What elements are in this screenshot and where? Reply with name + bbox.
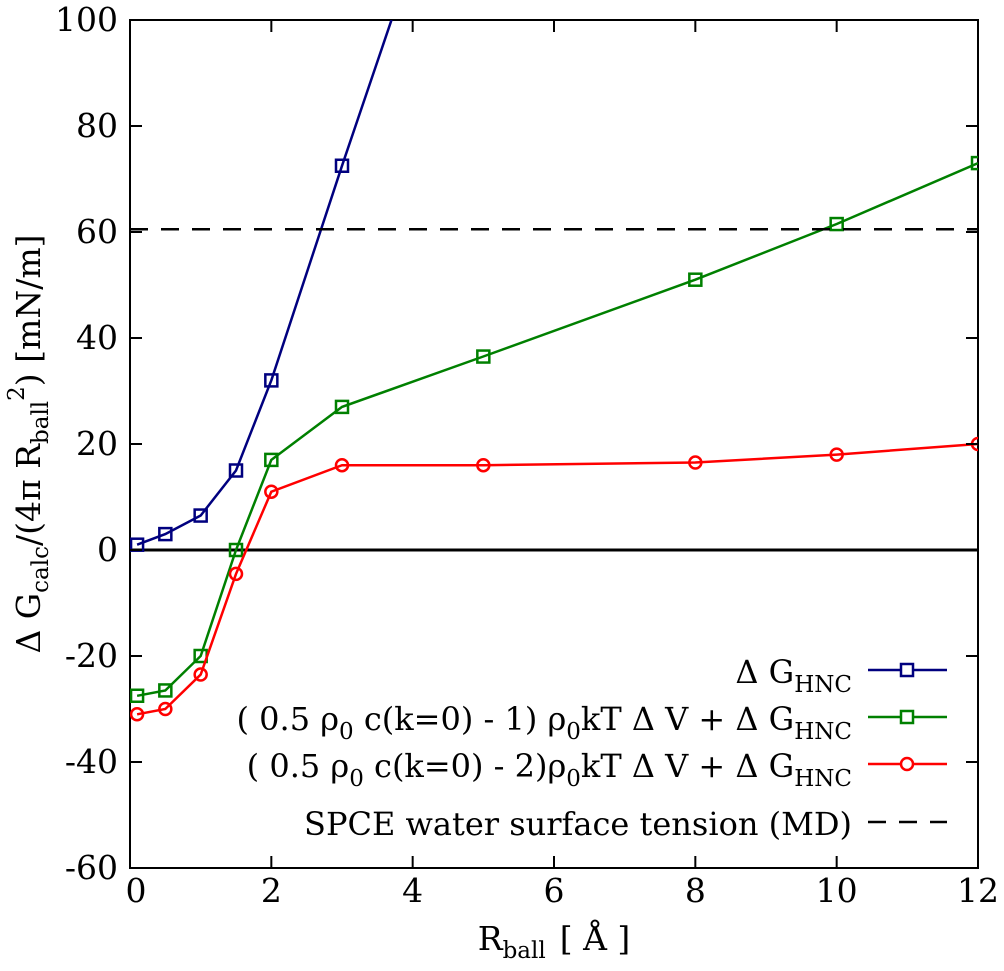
data-point-marker	[130, 707, 145, 722]
data-point-marker	[688, 455, 703, 470]
y-tick-label: 40	[76, 318, 118, 357]
legend-sample-marker	[899, 662, 915, 678]
series-line-2	[136, 442, 978, 716]
legend-sample-marker	[899, 756, 915, 772]
x-tick-label: 8	[685, 871, 706, 910]
data-point-marker	[228, 463, 244, 478]
legend-subscript: 0	[349, 766, 364, 792]
legend-entry-spce: SPCE water surface tension (MD)	[304, 805, 852, 843]
legend-subscript: 0	[339, 719, 354, 745]
y-axis-title-sup: 2	[4, 386, 30, 401]
data-point-marker	[158, 701, 173, 717]
x-axis-title-unit: [ Å ]	[560, 918, 631, 958]
x-tick-label: 4	[402, 871, 423, 910]
data-point-marker	[193, 508, 208, 523]
y-tick-label: -60	[65, 848, 118, 887]
data-point-marker	[970, 155, 978, 171]
data-point-marker	[264, 452, 279, 468]
legend-label-text: c(k=0) - 1) ρ	[354, 700, 567, 738]
data-point-marker	[228, 566, 244, 582]
data-point-marker	[688, 272, 703, 287]
data-point-marker	[334, 158, 350, 173]
data-point-marker	[334, 399, 350, 415]
data-point-marker	[829, 216, 844, 232]
legend: Δ GHNC ( 0.5 ρ0 c(k=0) - 1) ρ0kT Δ V + Δ…	[237, 653, 947, 843]
legend-label-text: kT Δ V + Δ G	[581, 747, 794, 785]
x-tick-label: 10	[816, 871, 858, 910]
series-2	[130, 436, 978, 722]
y-tick-label: 80	[76, 106, 118, 145]
series-line-1	[136, 161, 978, 698]
y-axis-title: Δ Gcalc/(4π Rball2) [mN/m]	[4, 234, 54, 653]
y-tick-label: 60	[76, 212, 118, 251]
y-axis-title-delta: Δ G	[9, 593, 48, 654]
series-1	[130, 155, 978, 703]
data-point-marker	[264, 484, 279, 499]
y-tick-label: 0	[97, 530, 118, 569]
series-layer	[130, 20, 978, 722]
legend-label-text: c(k=0) - 2)ρ	[364, 747, 566, 785]
y-axis-title-ball: ball	[28, 401, 54, 444]
data-point-marker	[193, 667, 208, 682]
legend-sample-marker	[899, 709, 915, 725]
legend-subscript: HNC	[794, 672, 852, 698]
x-tick-label: 12	[957, 871, 999, 910]
series-0	[130, 20, 393, 552]
legend-label-text: ( 0.5 ρ	[237, 700, 340, 738]
data-point-marker	[476, 349, 491, 364]
data-point-marker	[158, 526, 173, 542]
data-point-marker	[130, 688, 145, 703]
data-point-marker	[476, 457, 491, 473]
legend-subscript: HNC	[794, 719, 852, 745]
y-tick-label: -20	[65, 636, 118, 675]
data-point-marker	[264, 373, 279, 388]
legend-samples	[868, 662, 947, 824]
legend-label-text: SPCE water surface tension (MD)	[304, 805, 852, 843]
y-axis-title-tail: ) [mN/m]	[9, 234, 48, 386]
legend-subscript: HNC	[794, 766, 852, 792]
svg-text:Δ Gcalc/(4π Rball2) [mN/m]: Δ Gcalc/(4π Rball2) [mN/m]	[4, 234, 54, 653]
legend-entry-green: ( 0.5 ρ0 c(k=0) - 1) ρ0kT Δ V + Δ GHNC	[237, 700, 853, 745]
legend-subscript: 0	[566, 766, 581, 792]
data-point-marker	[228, 542, 244, 558]
data-point-marker	[158, 683, 173, 698]
data-point-marker	[334, 457, 350, 473]
legend-subscript: 0	[566, 719, 581, 745]
x-axis-title-sub: ball	[503, 938, 546, 964]
x-tick-label: 2	[261, 871, 282, 910]
y-axis-title-mid: /(4π R	[9, 443, 48, 546]
ticks-layer: 0 2 4 6 8 10 12 -60 -40 -20 0 20 40 60 80 100	[55, 0, 999, 910]
svg-text:Rball[ Å ]: Rball [ Å ]	[478, 918, 631, 964]
x-axis-title: Rball [ Å ]	[478, 918, 631, 964]
x-tick-label: 6	[544, 871, 565, 910]
x-axis-title-main: R	[478, 919, 504, 958]
series-line-0	[136, 20, 393, 546]
legend-label-text: kT Δ V + Δ G	[581, 700, 794, 738]
legend-label-text: ( 0.5 ρ	[247, 747, 350, 785]
y-tick-label: 20	[76, 424, 118, 463]
data-point-marker	[829, 447, 844, 462]
y-axis-title-calc: calc	[28, 546, 54, 593]
legend-entry-red: ( 0.5 ρ0 c(k=0) - 2)ρ0kT Δ V + Δ GHNC	[247, 747, 852, 792]
y-tick-label: 100	[55, 0, 118, 39]
legend-label-text: Δ G	[735, 653, 794, 691]
y-tick-label: -40	[65, 742, 118, 781]
x-tick-label: 0	[126, 871, 147, 910]
legend-entry-hnc: Δ GHNC	[735, 653, 852, 698]
